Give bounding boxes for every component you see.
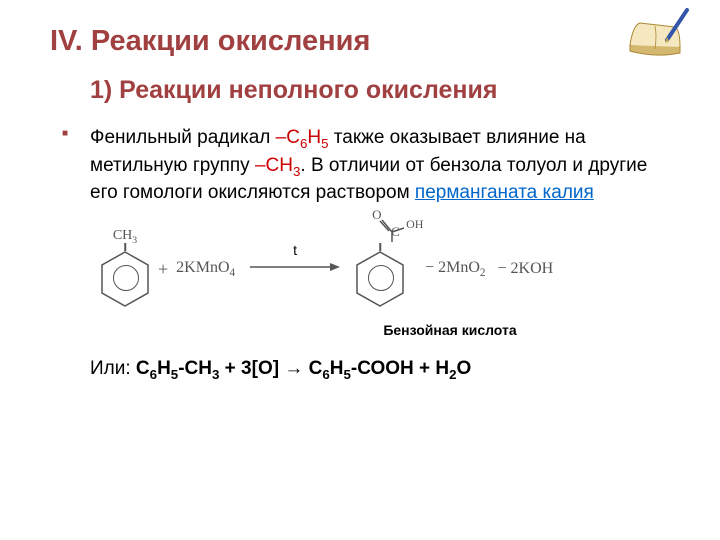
permanganate-link[interactable]: перманганата калия xyxy=(415,182,594,203)
f3: –СН3 xyxy=(255,155,300,176)
f1: –С6Н5 xyxy=(276,127,329,148)
sub-title: 1) Реакции неполного окисления xyxy=(90,76,670,105)
main-title: IV. Реакции окисления xyxy=(50,25,670,58)
minus-product-2: − 2KOH xyxy=(498,260,554,278)
book-pen-icon xyxy=(625,5,695,65)
minus-product-1: − 2MnO2 xyxy=(425,259,485,279)
reaction-scheme: CH3 + 2KMnO4 t xyxy=(100,231,670,307)
t1: Фенильный радикал xyxy=(90,127,276,148)
reagent: 2KMnO4 xyxy=(176,259,235,279)
toluene-structure: CH3 xyxy=(100,251,150,307)
plus-1: + xyxy=(158,259,168,280)
equation-line: Или: С6Н5-СН3 + 3[O] → С6Н5-СООН + Н2О xyxy=(90,358,670,382)
reaction-arrow: t xyxy=(250,260,340,278)
product-label: Бензойная кислота xyxy=(230,322,670,338)
benzoic-acid-structure: O C OH xyxy=(355,251,405,307)
body-paragraph: Фенильный радикал –С6Н5 также оказывает … xyxy=(90,125,670,206)
arrow-condition: t xyxy=(293,242,297,258)
